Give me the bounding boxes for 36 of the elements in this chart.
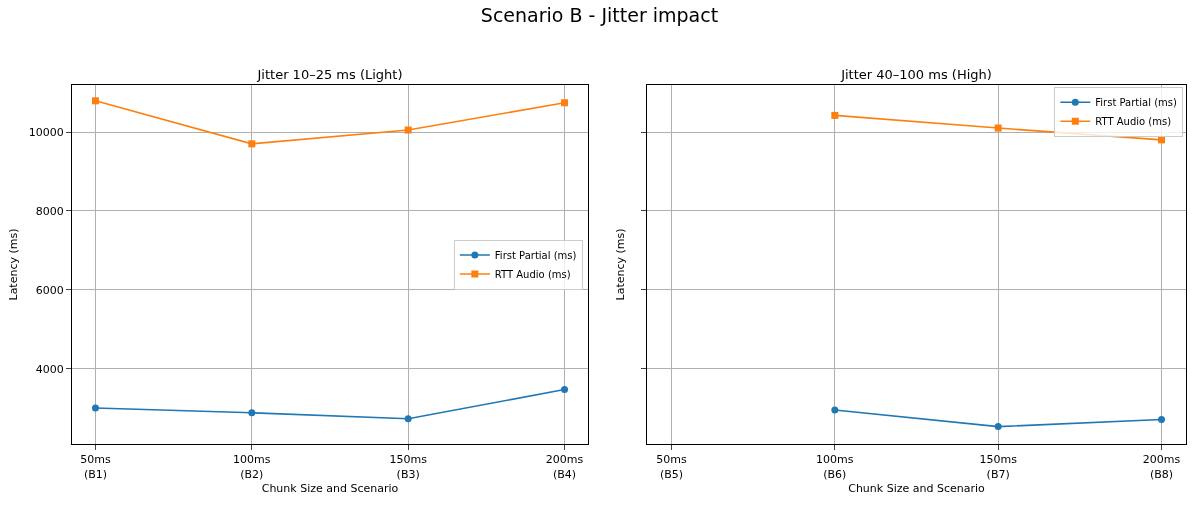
x-tick-label: 150ms (B3) xyxy=(389,453,428,481)
y-axis-title: Latency (ms) xyxy=(613,228,627,301)
y-tick-label: 6000 xyxy=(35,283,64,297)
y-axis-title: Latency (ms) xyxy=(7,228,21,301)
point xyxy=(561,99,569,107)
legend-label: RTT Audio (ms) xyxy=(1095,116,1172,128)
legend-label: First Partial (ms) xyxy=(494,249,577,261)
x-tick-label: 200ms (B8) xyxy=(1142,453,1181,481)
y-tick-label: 10000 xyxy=(28,125,64,139)
x-tick-label: 50ms (B1) xyxy=(80,453,111,481)
point xyxy=(1158,416,1165,424)
y-tick-label: 4000 xyxy=(35,362,64,376)
point xyxy=(91,97,99,105)
x-axis-title: Chunk Size and Scenario xyxy=(261,481,399,495)
point xyxy=(831,111,839,119)
point xyxy=(561,386,569,393)
chart-title: Jitter 10–25 ms (Light) xyxy=(256,67,403,82)
point xyxy=(248,409,256,417)
point xyxy=(831,406,839,414)
x-tick-label: 100ms (B2) xyxy=(233,453,271,481)
chart-title: Jitter 40–100 ms (High) xyxy=(840,67,992,82)
x-tick-label: 150ms (B7) xyxy=(979,453,1018,481)
point xyxy=(404,415,412,423)
legend-label: First Partial (ms) xyxy=(1095,97,1177,109)
x-tick-label: 200ms (B4) xyxy=(545,453,584,481)
legend-label: RTT Audio (ms) xyxy=(494,268,571,280)
x-tick-label: 100ms (B6) xyxy=(816,453,854,481)
point xyxy=(248,140,256,148)
point xyxy=(404,126,412,134)
x-tick-label: 50ms (B5) xyxy=(656,453,687,481)
text: Scenario B - Jitter impact xyxy=(479,4,720,26)
point xyxy=(994,124,1002,132)
point xyxy=(994,423,1002,431)
x-axis-title: Chunk Size and Scenario xyxy=(848,481,986,495)
y-tick-label: 8000 xyxy=(35,204,64,218)
point xyxy=(91,404,99,412)
